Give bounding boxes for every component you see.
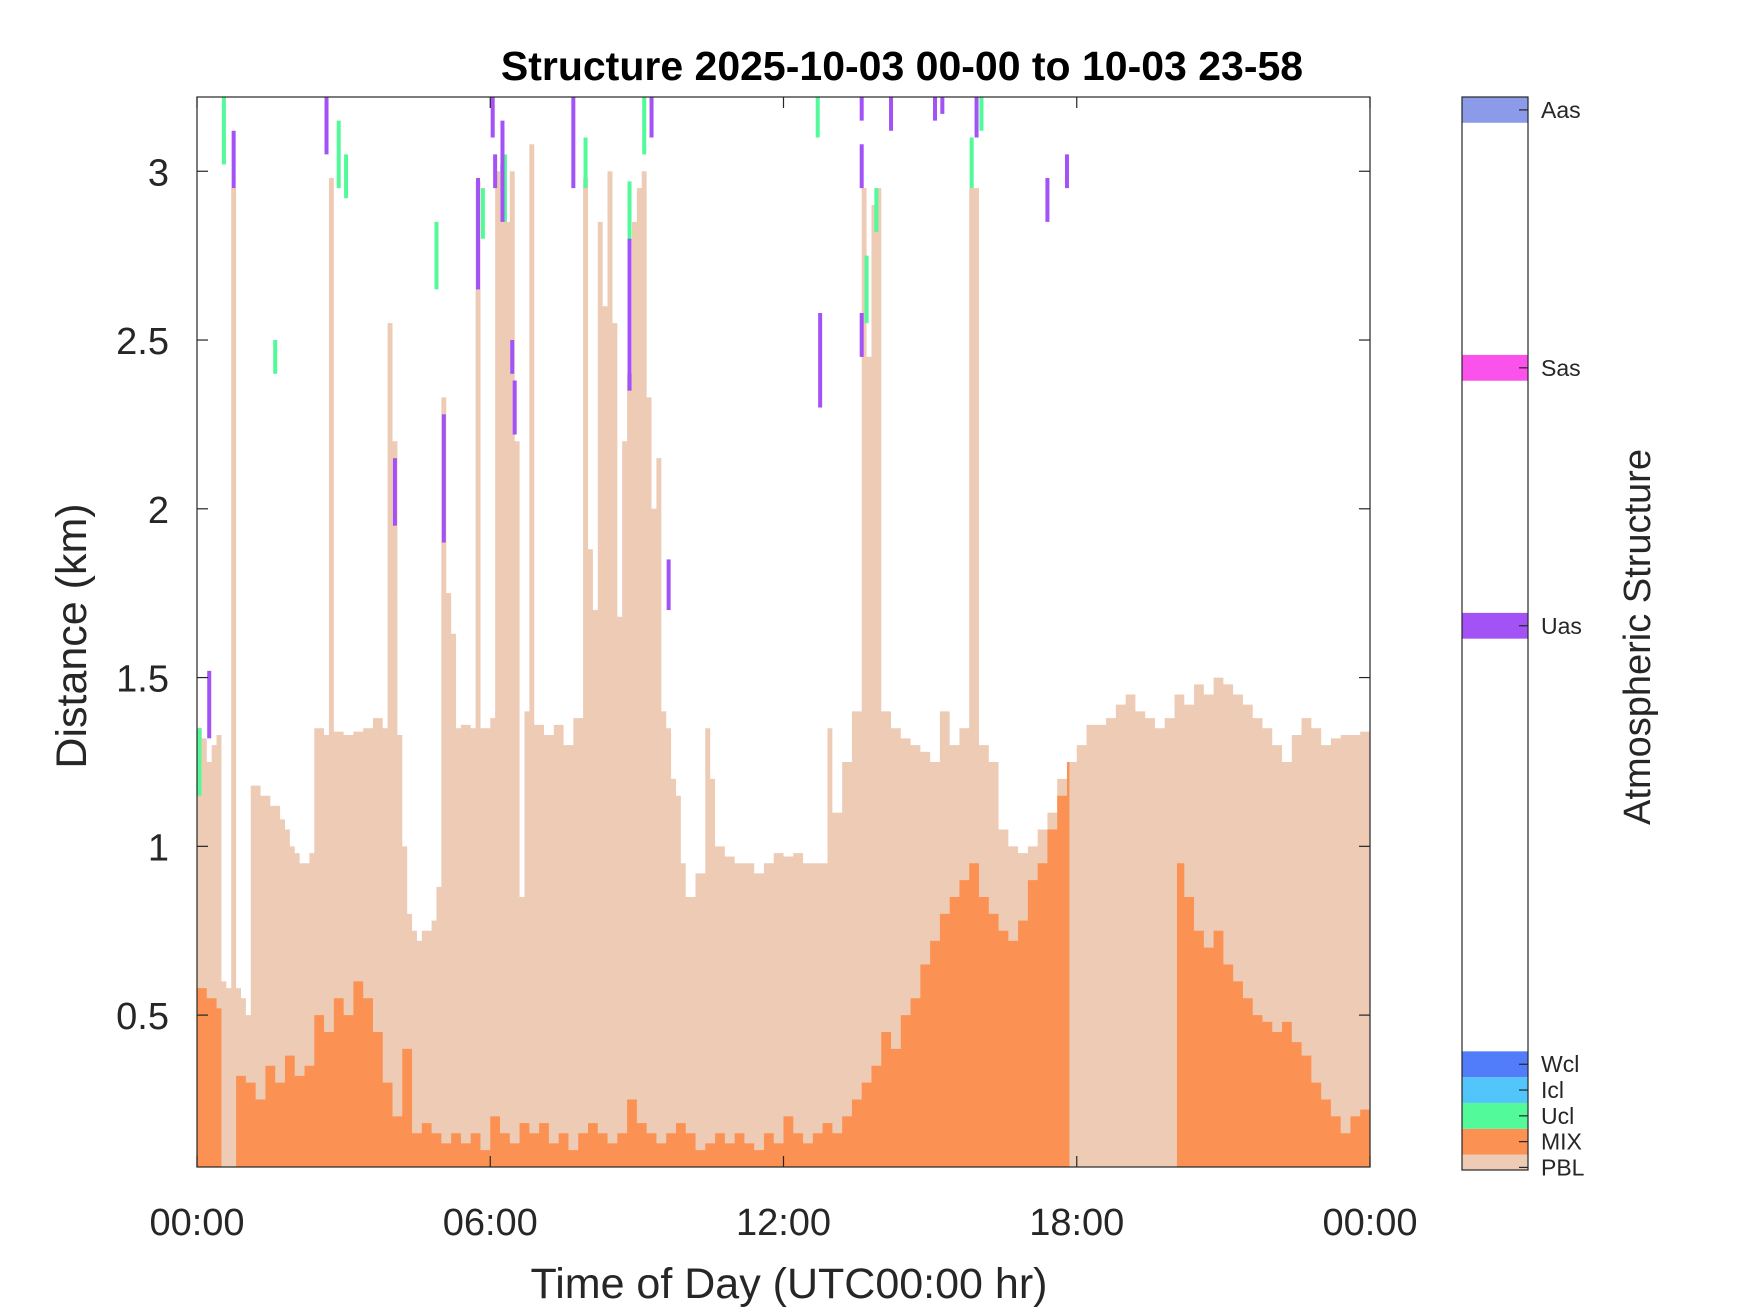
colorbar-frame	[1461, 96, 1529, 1171]
colorbar-tick-label: Wcl	[1541, 1051, 1579, 1077]
y-axis-label: Distance (km)	[48, 503, 96, 768]
x-tick-label: 06:00	[443, 1202, 538, 1244]
pbl-region	[197, 144, 1370, 1168]
uas-segment	[476, 178, 481, 290]
uas-segment	[493, 154, 498, 189]
colorbar-tick-label: Aas	[1541, 97, 1581, 123]
colorbar-tick-label: MIX	[1541, 1129, 1582, 1155]
uas-segment	[1045, 178, 1050, 222]
colorbar-tick-label: Ucl	[1541, 1103, 1574, 1129]
x-tick-label: 00:00	[149, 1202, 244, 1244]
uas-segment	[859, 144, 864, 189]
ucl-segment	[336, 120, 341, 189]
uas-segment	[571, 97, 576, 189]
ucl-segment	[197, 728, 202, 796]
mix-region	[197, 761, 1370, 1167]
ucl-segment	[815, 97, 820, 138]
ucl-segment	[434, 221, 439, 290]
uas-segment	[889, 97, 894, 131]
uas-segment	[666, 559, 671, 611]
uas-segment	[649, 97, 654, 138]
uas-segment	[500, 120, 505, 222]
colorbar-swatch-ucl	[1462, 1102, 1528, 1129]
colorbar-swatch-mix	[1462, 1128, 1528, 1155]
colorbar-swatch-icl	[1462, 1077, 1528, 1103]
ucl-segment	[874, 188, 879, 233]
x-axis-label: Time of Day (UTC00:00 hr)	[531, 1260, 1048, 1308]
uas-segment	[974, 97, 979, 138]
ucl-segment	[502, 154, 507, 222]
colorbar-label: Atmospheric Structure	[1617, 449, 1659, 825]
ucl-segment	[221, 97, 226, 165]
uas-segment	[940, 97, 945, 114]
y-tick-label: 1	[148, 827, 169, 869]
y-tick-label: 3	[148, 152, 169, 194]
uas-segment	[392, 458, 397, 526]
uas-segment	[207, 670, 212, 739]
uas-segment	[818, 313, 823, 408]
x-tick-label: 12:00	[736, 1202, 831, 1244]
ucl-segment	[344, 154, 349, 199]
uas-segment	[1064, 154, 1069, 189]
ucl-segment	[642, 97, 647, 155]
colorbar-tick-label: PBL	[1541, 1154, 1585, 1180]
uas-segment	[933, 97, 938, 121]
x-tick-label: 00:00	[1322, 1202, 1417, 1244]
axes: 00:00 06:00 12:00 18:00 00:00 0.5 1 1.5 2 2.5 3	[116, 96, 1418, 1244]
ucl-segment	[969, 137, 974, 189]
ucl-segment	[864, 255, 869, 324]
plot-area	[197, 97, 1370, 1168]
y-tick-label: 2.5	[116, 321, 169, 363]
colorbar-tick-label: Sas	[1541, 355, 1581, 381]
colorbar-tick-label: Uas	[1541, 613, 1582, 639]
uas-segment	[859, 313, 864, 357]
uas-segment	[231, 130, 236, 189]
colorbar-swatch-wcl	[1462, 1051, 1528, 1078]
colorbar-swatch-aas	[1462, 97, 1528, 123]
y-tick-label: 2	[148, 490, 169, 532]
chart-title: Structure 2025-10-03 00-00 to 10-03 23-5…	[501, 43, 1303, 89]
x-tick-label: 18:00	[1029, 1202, 1124, 1244]
uas-segment	[510, 340, 515, 374]
ucl-segment	[627, 181, 632, 246]
ucl-segment	[480, 188, 485, 239]
uas-segment	[490, 97, 495, 138]
uas-segment	[512, 380, 517, 435]
uas-segment	[441, 414, 446, 543]
uas-segment	[627, 238, 632, 391]
colorbar-swatch-uas	[1462, 612, 1528, 639]
ucl-segment	[273, 340, 278, 374]
colorbar-swatch-sas	[1462, 354, 1528, 381]
colorbar-swatch-pbl	[1462, 1154, 1528, 1170]
ucl-segment	[979, 97, 984, 131]
uas-segment	[859, 97, 864, 121]
ucl-segment	[583, 137, 588, 189]
colorbar-tick-label: Icl	[1541, 1077, 1564, 1103]
y-tick-label: 1.5	[116, 659, 169, 701]
y-tick-label: 0.5	[116, 996, 169, 1038]
uas-segment	[324, 97, 329, 155]
